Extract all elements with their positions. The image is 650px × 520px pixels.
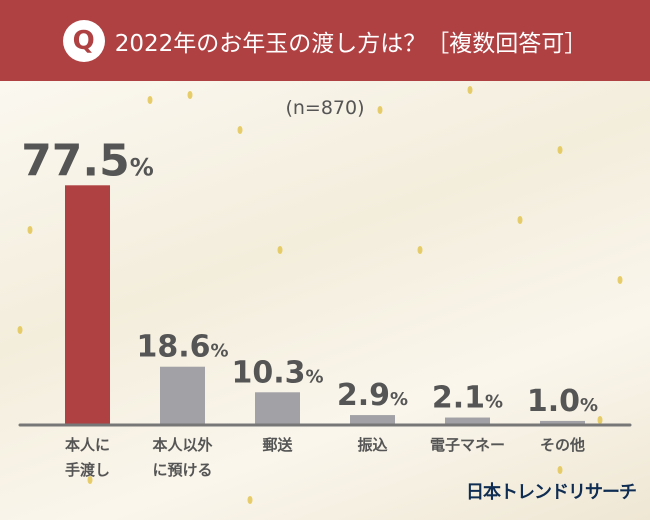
data-label: 77.5% <box>21 135 154 186</box>
data-label: 10.3% <box>231 355 323 390</box>
category-label: 本人以外 <box>152 436 212 454</box>
confetti-dot <box>147 96 153 104</box>
confetti-dot <box>467 86 473 94</box>
data-label: 1.0% <box>527 384 598 419</box>
sample-size: (n=870) <box>285 97 365 119</box>
header-banner: Q 2022年のお年玉の渡し方は？［複数回答可］ <box>0 0 650 81</box>
bar <box>65 185 110 424</box>
chart-title: 2022年のお年玉の渡し方は？［複数回答可］ <box>114 30 588 57</box>
data-label: 2.1% <box>432 381 503 416</box>
bar <box>350 415 395 424</box>
confetti-dot <box>87 476 93 484</box>
confetti-dot <box>237 126 243 134</box>
confetti-dot <box>517 216 523 224</box>
confetti-dot <box>27 226 33 234</box>
data-label: 2.9% <box>337 378 408 413</box>
confetti-dot <box>187 91 193 99</box>
confetti-dot <box>617 276 623 284</box>
category-label: 手渡し <box>65 461 110 479</box>
confetti-dot <box>17 326 23 334</box>
confetti-dot <box>557 146 563 154</box>
category-label: その他 <box>540 436 585 454</box>
bar <box>445 417 490 424</box>
category-label: 振込 <box>357 436 387 454</box>
bar <box>255 392 300 424</box>
confetti-dot <box>277 246 283 254</box>
bar <box>540 420 585 424</box>
category-label: 本人に <box>65 436 110 454</box>
bar <box>160 366 205 424</box>
data-label: 18.6% <box>136 330 228 365</box>
confetti-dot <box>377 106 383 114</box>
category-label: 電子マネー <box>430 436 505 454</box>
confetti-dot <box>417 246 423 254</box>
confetti-dot <box>597 416 603 424</box>
question-badge: Q <box>62 19 105 62</box>
confetti-dot <box>247 496 253 504</box>
confetti-dot <box>557 466 563 474</box>
brand-logo: 日本トレンドリサーチ <box>466 482 637 503</box>
category-label: 郵送 <box>262 436 293 454</box>
category-label: に預ける <box>152 461 212 479</box>
